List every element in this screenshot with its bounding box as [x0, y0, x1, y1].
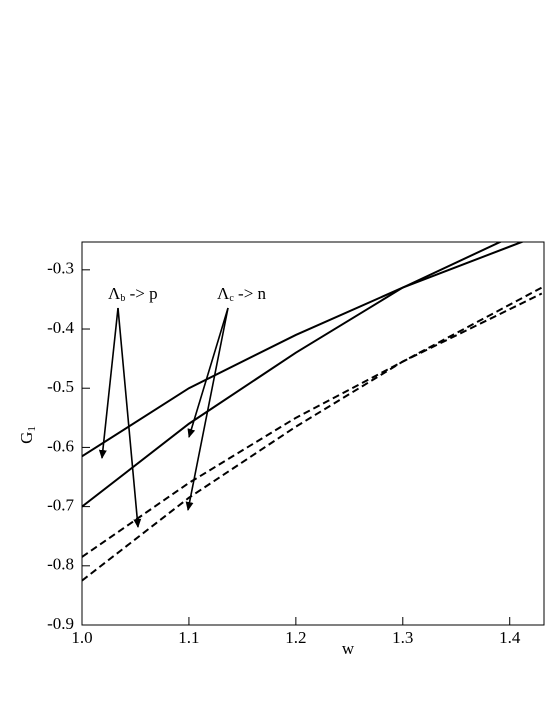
arrow [185, 307, 229, 511]
y-tick-label: -0.3 [47, 259, 74, 278]
y-tick-label: -0.4 [47, 318, 74, 337]
x-tick-label: 1.3 [392, 628, 413, 647]
y-axis-label: G1 [17, 426, 38, 444]
line-series [82, 292, 543, 558]
line-series [82, 286, 543, 582]
arrow [117, 307, 142, 528]
x-tick-label: 1.0 [71, 628, 92, 647]
line-series [82, 242, 525, 458]
y-tick-label: -0.8 [47, 555, 74, 574]
x-tick-label: 1.4 [499, 628, 521, 647]
line-series [82, 242, 503, 508]
x-tick-label: 1.2 [285, 628, 306, 647]
arrow [98, 307, 119, 459]
annotation: Λb -> p [108, 284, 158, 304]
x-tick-label: 1.1 [178, 628, 199, 647]
x-axis-label: w [342, 639, 355, 658]
y-tick-label: -0.6 [47, 436, 74, 455]
plot-frame [81, 241, 545, 626]
y-tick-label: -0.9 [47, 614, 74, 633]
y-tick-label: -0.7 [47, 496, 74, 515]
annotation: Λc -> n [217, 284, 267, 304]
y-tick-label: -0.5 [47, 377, 74, 396]
arrow [187, 307, 229, 438]
